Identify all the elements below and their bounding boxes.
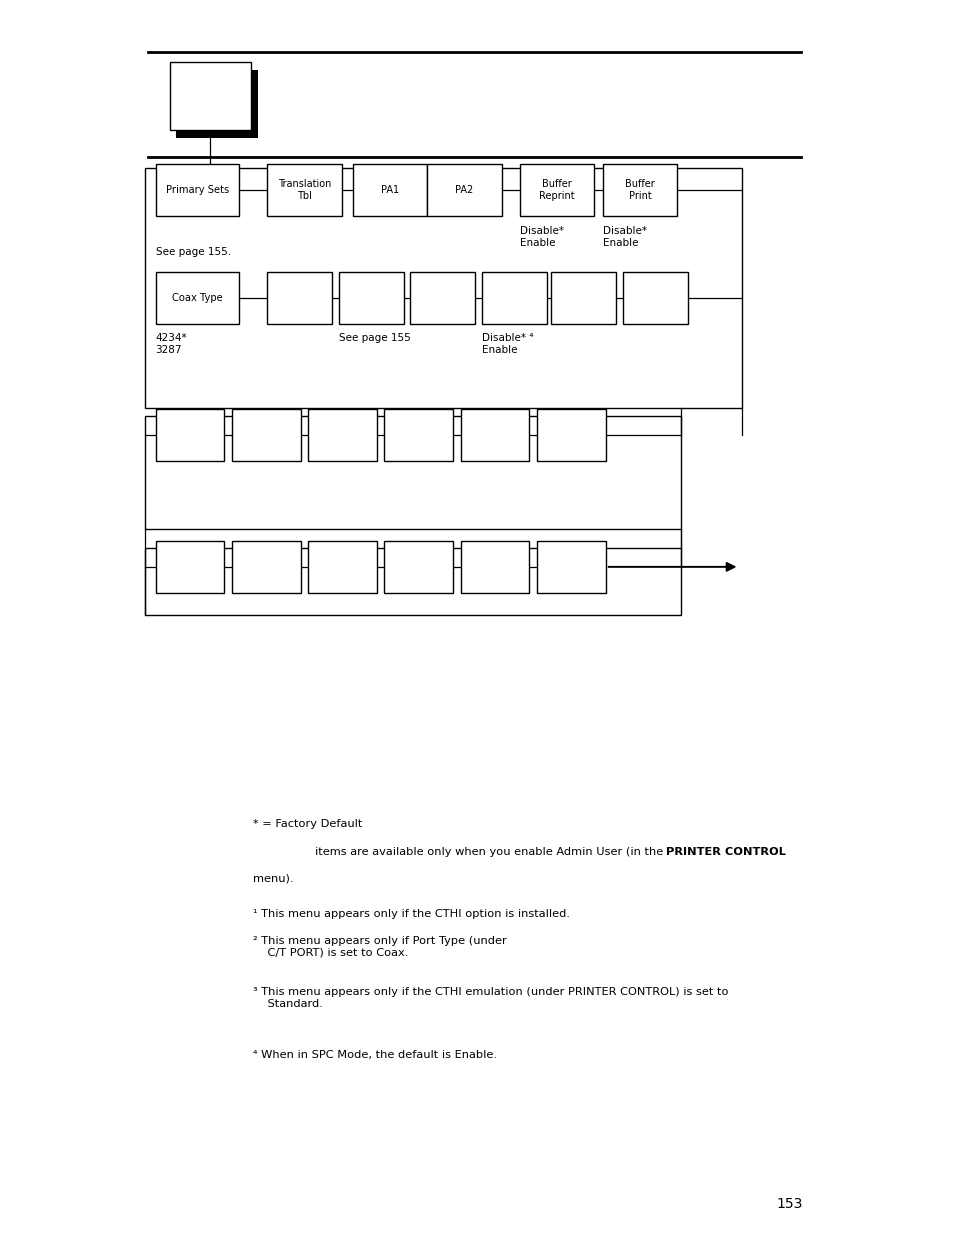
Text: Coax Type: Coax Type	[172, 293, 223, 303]
Text: ⁴ When in SPC Mode, the default is Enable.: ⁴ When in SPC Mode, the default is Enabl…	[253, 1051, 497, 1061]
FancyBboxPatch shape	[155, 272, 239, 324]
Text: items are available only when you enable Admin User (in the: items are available only when you enable…	[314, 847, 666, 857]
FancyBboxPatch shape	[427, 164, 501, 216]
Text: 153: 153	[776, 1197, 802, 1210]
FancyBboxPatch shape	[353, 164, 427, 216]
FancyBboxPatch shape	[481, 272, 546, 324]
FancyBboxPatch shape	[537, 409, 605, 461]
Text: ¹ This menu appears only if the CTHI option is installed.: ¹ This menu appears only if the CTHI opt…	[253, 909, 569, 919]
FancyBboxPatch shape	[267, 272, 332, 324]
FancyBboxPatch shape	[267, 164, 341, 216]
Text: Buffer
Print: Buffer Print	[624, 179, 655, 201]
FancyBboxPatch shape	[170, 62, 251, 130]
Text: * = Factory Default: * = Factory Default	[253, 820, 362, 830]
Text: Disable*
Enable: Disable* Enable	[602, 226, 646, 247]
Text: Disable* ⁴
Enable: Disable* ⁴ Enable	[481, 333, 533, 354]
FancyBboxPatch shape	[519, 164, 594, 216]
Text: See page 155.: See page 155.	[155, 247, 231, 257]
Text: 4234*
3287: 4234* 3287	[155, 333, 187, 354]
FancyBboxPatch shape	[232, 409, 300, 461]
FancyBboxPatch shape	[460, 409, 529, 461]
Text: Primary Sets: Primary Sets	[166, 185, 229, 195]
FancyBboxPatch shape	[460, 541, 529, 593]
FancyBboxPatch shape	[410, 272, 475, 324]
FancyBboxPatch shape	[308, 541, 376, 593]
FancyBboxPatch shape	[537, 541, 605, 593]
FancyBboxPatch shape	[155, 541, 224, 593]
FancyBboxPatch shape	[622, 272, 687, 324]
Text: ² This menu appears only if Port Type (under
    C/T PORT) is set to Coax.: ² This menu appears only if Port Type (u…	[253, 936, 506, 957]
FancyBboxPatch shape	[384, 541, 453, 593]
FancyBboxPatch shape	[176, 70, 257, 138]
Text: PA2: PA2	[455, 185, 474, 195]
FancyBboxPatch shape	[551, 272, 616, 324]
FancyBboxPatch shape	[602, 164, 677, 216]
FancyBboxPatch shape	[384, 409, 453, 461]
FancyBboxPatch shape	[155, 164, 239, 216]
FancyBboxPatch shape	[232, 541, 300, 593]
Text: PA1: PA1	[381, 185, 398, 195]
Text: PRINTER CONTROL: PRINTER CONTROL	[665, 847, 785, 857]
Text: Buffer
Reprint: Buffer Reprint	[538, 179, 575, 201]
FancyBboxPatch shape	[338, 272, 403, 324]
Text: See page 155: See page 155	[338, 333, 410, 343]
Text: ³ This menu appears only if the CTHI emulation (under PRINTER CONTROL) is set to: ³ This menu appears only if the CTHI emu…	[253, 987, 727, 1009]
Text: menu).: menu).	[253, 874, 293, 884]
Text: Translation
Tbl: Translation Tbl	[277, 179, 331, 201]
FancyBboxPatch shape	[155, 409, 224, 461]
FancyBboxPatch shape	[308, 409, 376, 461]
Text: Disable*
Enable: Disable* Enable	[519, 226, 563, 247]
